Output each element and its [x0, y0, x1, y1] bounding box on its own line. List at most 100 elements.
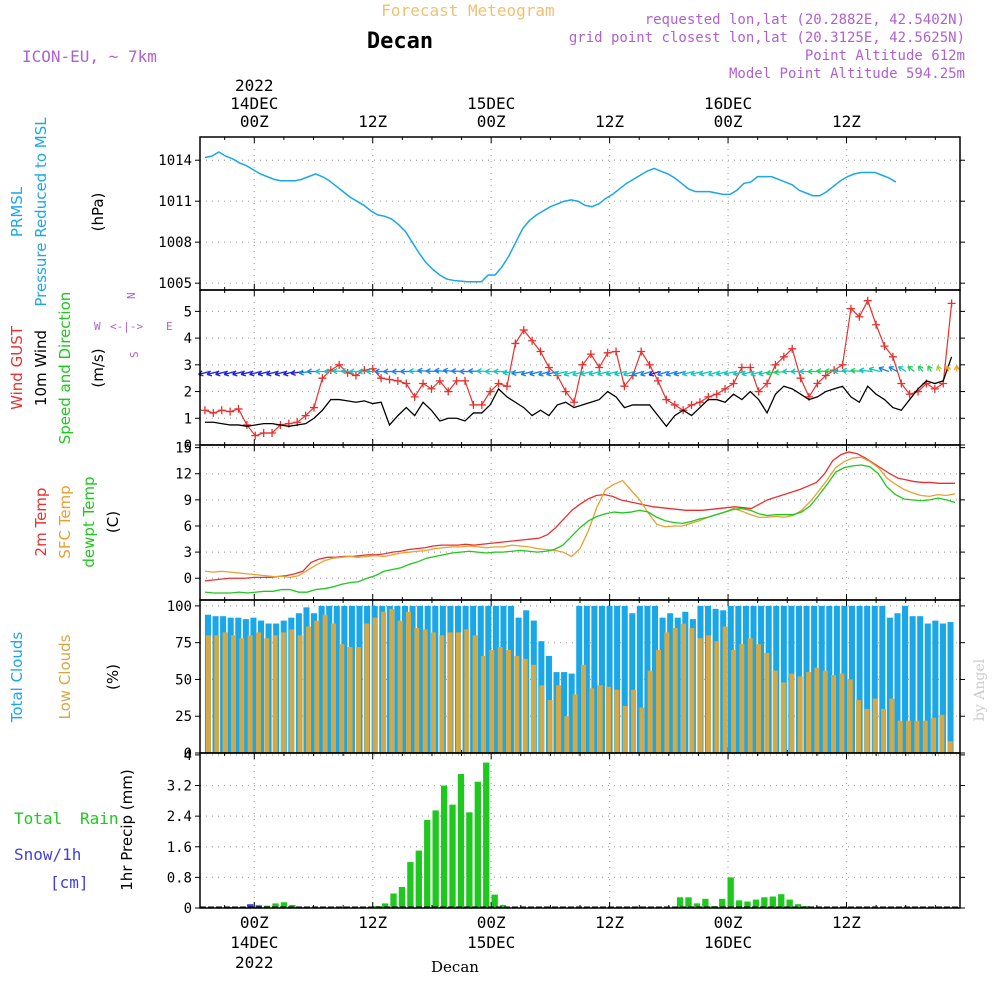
- gust-point: [519, 326, 528, 335]
- wind-direction-arrow: [257, 370, 270, 376]
- low-cloud-bar: [322, 614, 328, 753]
- wind-arrow-head: [206, 370, 213, 377]
- wind-arrow-head: [750, 370, 756, 377]
- wind-arrow-head: [841, 367, 847, 374]
- temp-2m-label: 2m Temp: [32, 488, 50, 557]
- bottom-axis-date: 14DEC: [230, 933, 278, 952]
- wind-arrow-head: [274, 370, 280, 377]
- low-cloud-bar: [789, 673, 795, 753]
- wind-direction-arrow: [682, 370, 694, 376]
- gust-point: [536, 347, 545, 356]
- low-cloud-bar: [455, 632, 461, 753]
- low-cloud-bar: [697, 638, 703, 753]
- bottom-axis-date: 16DEC: [704, 933, 752, 952]
- temp-sfc-label: SFC Temp: [56, 485, 74, 558]
- wind-direction-arrow: [249, 370, 261, 376]
- rain-bar: [289, 904, 296, 908]
- gust-point: [259, 428, 268, 437]
- total-cloud-bar: [833, 605, 840, 753]
- wind-arrow-head: [485, 368, 491, 375]
- wind-arrow-head: [283, 370, 289, 377]
- wind-arrow-head: [511, 369, 517, 376]
- wind-arrow-head: [807, 368, 813, 375]
- gust-point: [771, 360, 780, 369]
- total-cloud-bar: [227, 617, 234, 753]
- wind-arrow-head: [563, 370, 570, 377]
- gust-point: [242, 420, 251, 429]
- total-cloud-bar: [598, 605, 606, 753]
- low-cloud-bar: [205, 635, 211, 753]
- gust-point: [712, 390, 721, 399]
- wind-arrow-head: [408, 368, 414, 375]
- rain-bar: [685, 897, 692, 908]
- low-cloud-bar: [522, 658, 528, 753]
- low-clouds-label: Low Clouds: [56, 634, 74, 719]
- wind-arrow-head: [315, 368, 321, 375]
- wind-unit: (m/s): [89, 348, 107, 387]
- wind-direction-arrow: [206, 370, 219, 376]
- wind-arrow-head: [468, 368, 474, 375]
- low-cloud-bar: [647, 670, 653, 753]
- wind-arrow-head: [690, 370, 696, 377]
- low-cloud-bar: [622, 705, 628, 753]
- bottom-axis-hour: 12Z: [832, 913, 861, 932]
- wind-arrow-head: [538, 370, 544, 377]
- low-cloud-bar: [881, 708, 887, 753]
- panel-frame: [199, 289, 961, 446]
- wind-arrow-head: [520, 370, 527, 377]
- total-cloud-bar: [894, 613, 901, 753]
- wind-arrow-head: [799, 368, 805, 375]
- low-cloud-bar: [897, 720, 903, 753]
- wind-arrow-head: [773, 369, 780, 376]
- total-cloud-bar: [341, 605, 348, 753]
- gust-point: [687, 400, 696, 409]
- low-cloud-bar: [681, 623, 687, 753]
- total-cloud-bar: [485, 605, 492, 753]
- low-cloud-bar: [564, 716, 570, 753]
- rain-bar: [719, 898, 726, 908]
- wind-arrow-head: [927, 365, 933, 371]
- wind-direction-arrow: [580, 370, 593, 376]
- wind-arrow-head: [741, 370, 747, 377]
- rain-bar: [432, 810, 439, 908]
- y-tick-label: 0: [184, 571, 192, 587]
- y-tick-label: 1005: [158, 276, 192, 292]
- total-cloud-bar: [780, 605, 787, 753]
- low-cloud-bar: [539, 685, 545, 753]
- gust-point: [754, 387, 763, 396]
- low-cloud-bar: [222, 632, 228, 753]
- low-cloud-bar: [589, 688, 595, 753]
- wind-arrow-head: [546, 370, 552, 377]
- gust-point: [544, 363, 553, 372]
- low-cloud-bar: [530, 664, 536, 753]
- wind-arrow-head: [917, 365, 924, 372]
- total-cloud-bar: [750, 605, 757, 753]
- low-cloud-bar: [756, 644, 762, 753]
- pressure-label-1: PRMSL: [8, 186, 26, 237]
- total-cloud-bar: [409, 605, 416, 753]
- gust-point: [318, 374, 327, 383]
- total-cloud-bar: [636, 605, 643, 753]
- low-cloud-bar: [806, 672, 812, 753]
- wind-arrow-head: [878, 366, 885, 373]
- low-cloud-bar: [572, 694, 578, 753]
- low-cloud-bar: [856, 700, 862, 753]
- low-cloud-bar: [831, 675, 837, 753]
- total-cloud-bar: [311, 613, 318, 753]
- wind-arrow-head: [623, 370, 629, 377]
- wind-arrow-head: [597, 370, 603, 377]
- side-labels: PRMSL Pressure Reduced to MSL (hPa) Wind GU…: [8, 117, 173, 892]
- wind-direction-arrow: [859, 369, 873, 373]
- gust-point: [477, 400, 486, 409]
- wind-arrow-head: [907, 365, 913, 372]
- wind-direction-arrow: [741, 370, 754, 376]
- low-cloud-bar: [606, 686, 612, 753]
- y-tick-label: 9: [184, 493, 192, 509]
- y-tick-label: 0: [184, 746, 192, 762]
- wind-arrow-head: [588, 370, 595, 377]
- gust-point: [335, 360, 344, 369]
- y-tick-label: 5: [184, 304, 192, 320]
- low-cloud-bar: [339, 644, 345, 753]
- precip-rain-label: Rain: [80, 809, 119, 828]
- total-cloud-bar: [417, 605, 424, 753]
